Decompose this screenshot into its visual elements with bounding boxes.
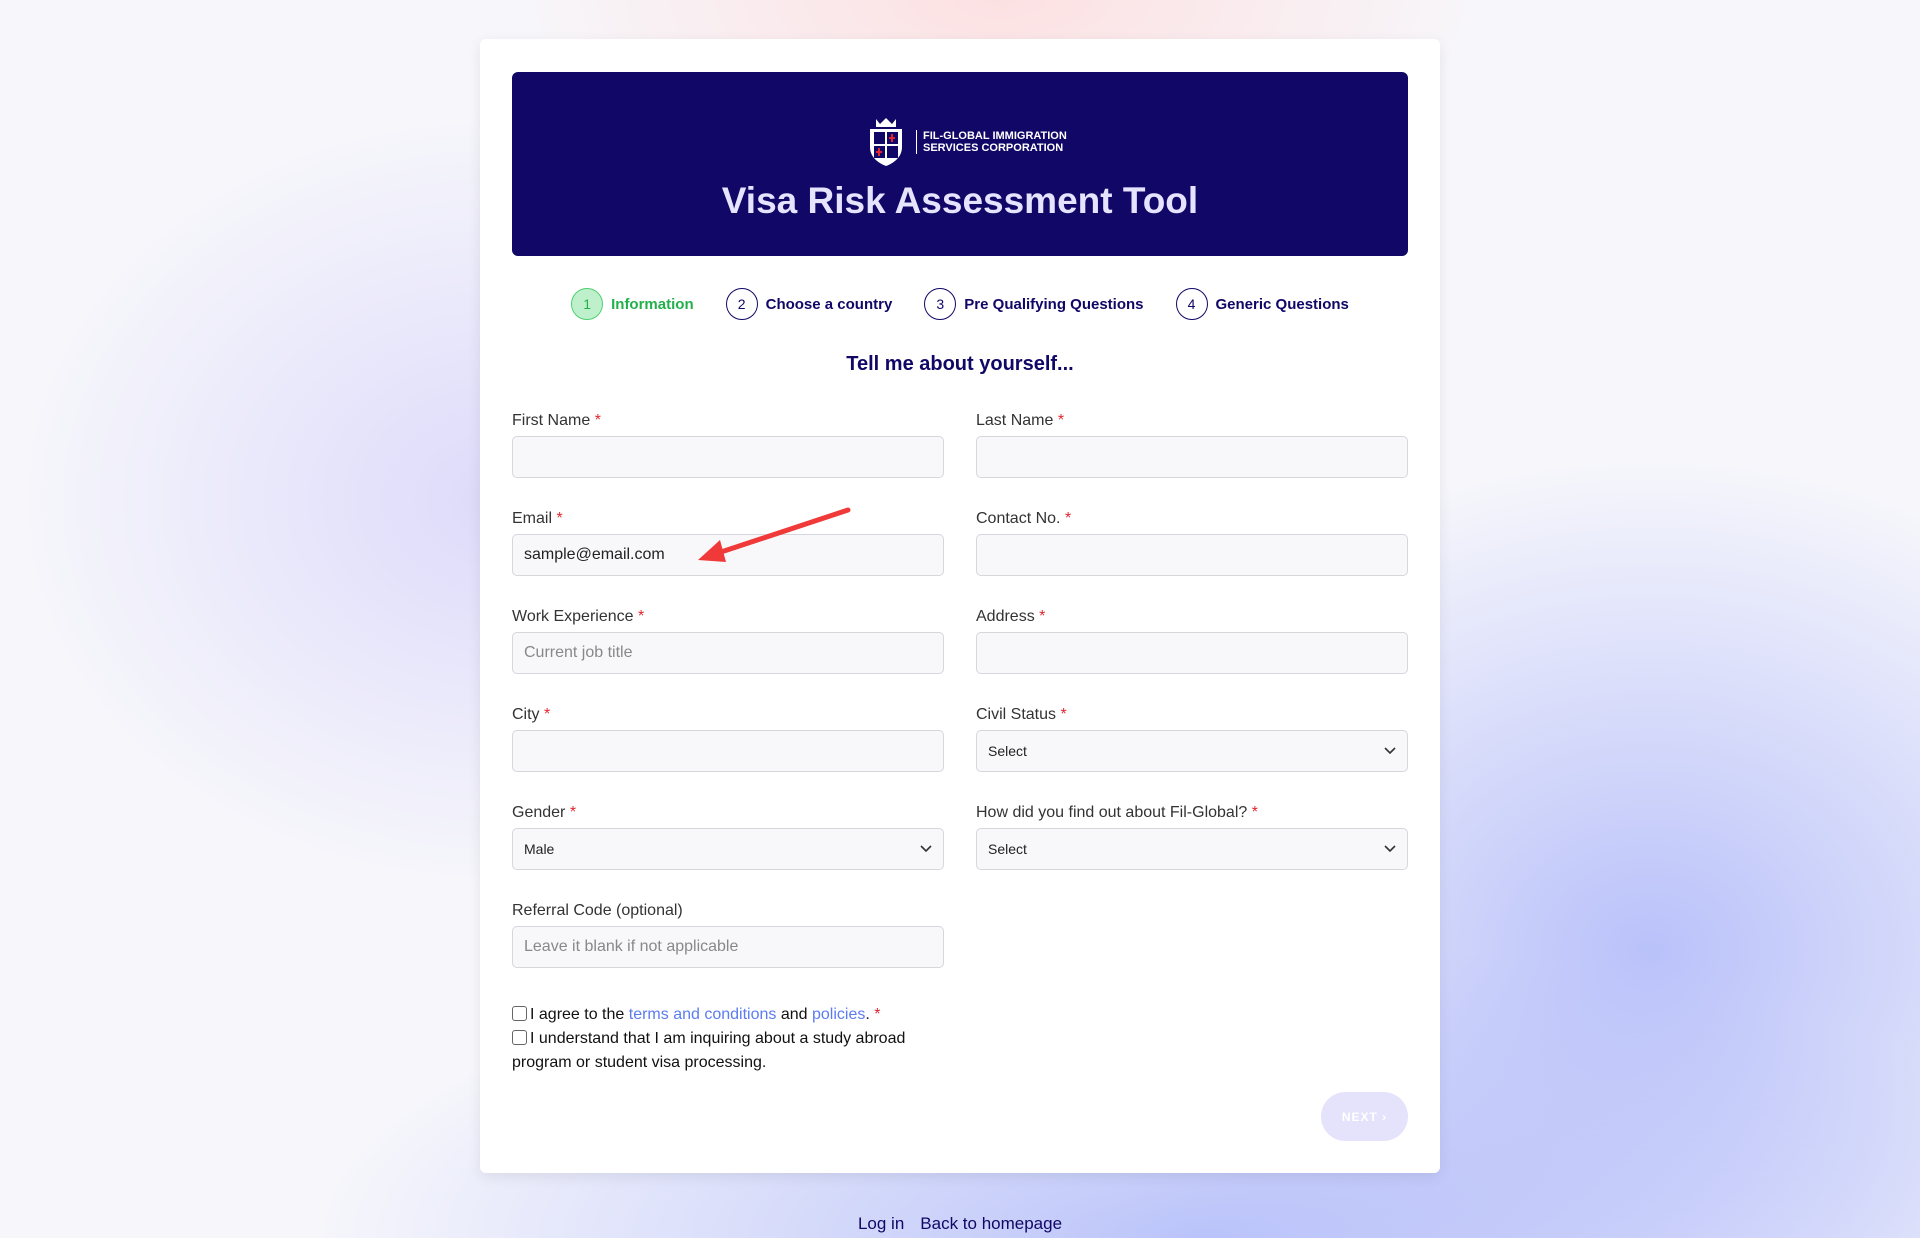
consent-text: . xyxy=(865,1006,870,1023)
step-label: Choose a country xyxy=(765,295,893,313)
chevron-down-icon xyxy=(1384,845,1396,853)
contact-group: Contact No. * xyxy=(976,510,1408,576)
required-mark: * xyxy=(1251,804,1258,821)
next-button[interactable]: NEXT › xyxy=(1321,1092,1408,1141)
source-select[interactable]: Select xyxy=(976,828,1408,870)
required-mark: * xyxy=(637,608,645,625)
step-label: Pre Qualifying Questions xyxy=(964,295,1144,313)
last-name-group: Last Name * xyxy=(976,412,1408,478)
last-name-input[interactable] xyxy=(976,436,1408,478)
select-value: Male xyxy=(524,841,555,857)
stepper: 1 Information 2 Choose a country 3 Pre Qual… xyxy=(480,288,1440,320)
required-mark: * xyxy=(1060,706,1067,723)
chevron-down-icon xyxy=(1384,747,1396,755)
required-mark: * xyxy=(874,1006,881,1023)
crest-icon xyxy=(870,118,902,166)
field-label: Contact No. xyxy=(976,510,1061,527)
header-banner: FIL-GLOBAL IMMIGRATION SERVICES CORPORATI… xyxy=(512,72,1408,256)
referral-code-input[interactable]: Leave it blank if not applicable xyxy=(512,926,944,968)
study-text: I understand that I am inquiring about a… xyxy=(512,1030,906,1071)
required-mark: * xyxy=(1057,412,1065,429)
chevron-down-icon xyxy=(920,845,932,853)
back-home-link[interactable]: Back to homepage xyxy=(920,1214,1063,1233)
city-group: City * xyxy=(512,706,944,772)
study-checkbox[interactable] xyxy=(512,1030,527,1045)
logo-text: FIL-GLOBAL IMMIGRATION xyxy=(923,130,1067,142)
work-group: Work Experience * Current job title xyxy=(512,608,944,674)
email-input[interactable]: sample@email.com xyxy=(512,534,944,576)
civil-group: Civil Status * Select xyxy=(976,706,1408,772)
footer-links: Log in Back to homepage xyxy=(0,1214,1920,1234)
referral-group: Referral Code (optional) Leave it blank i… xyxy=(512,902,944,968)
gender-select[interactable]: Male xyxy=(512,828,944,870)
field-label: Civil Status xyxy=(976,706,1057,723)
first-name-group: First Name * xyxy=(512,412,944,478)
step-pre-qualifying[interactable]: 3 Pre Qualifying Questions xyxy=(924,288,1144,320)
annotation-arrow-icon xyxy=(698,507,851,562)
field-label: How did you find out about Fil-Global? xyxy=(976,804,1248,821)
field-label: City xyxy=(512,706,540,723)
step-label: Information xyxy=(611,295,694,313)
address-group: Address * xyxy=(976,608,1408,674)
field-label: Email xyxy=(512,510,553,527)
required-mark: * xyxy=(1039,608,1046,625)
logo-text: SERVICES CORPORATION xyxy=(923,142,1064,154)
company-logo: FIL-GLOBAL IMMIGRATION SERVICES CORPORATI… xyxy=(862,117,1067,167)
required-mark: * xyxy=(556,510,563,527)
field-label: Referral Code (optional) xyxy=(512,902,683,919)
select-value: Select xyxy=(988,841,1027,857)
step-information[interactable]: 1 Information xyxy=(571,288,694,320)
consent-checks: I agree to the terms and conditions and … xyxy=(512,1003,932,1075)
step-number: 2 xyxy=(725,288,758,320)
terms-checkbox[interactable] xyxy=(512,1006,527,1021)
field-label: Work Experience xyxy=(512,608,634,625)
terms-link[interactable]: terms and conditions xyxy=(628,1006,777,1023)
login-link[interactable]: Log in xyxy=(857,1214,905,1233)
email-group: Email * sample@email.com xyxy=(512,510,944,576)
field-label: First Name xyxy=(512,412,591,429)
step-choose-country[interactable]: 2 Choose a country xyxy=(725,288,893,320)
city-input[interactable] xyxy=(512,730,944,772)
select-value: Select xyxy=(988,743,1027,759)
consent-text: and xyxy=(780,1006,808,1023)
civil-status-select[interactable]: Select xyxy=(976,730,1408,772)
gender-group: Gender * Male xyxy=(512,804,944,870)
required-mark: * xyxy=(569,804,577,821)
step-number: 4 xyxy=(1175,288,1208,320)
field-label: Last Name xyxy=(976,412,1054,429)
consent-text: I agree to the xyxy=(530,1006,625,1023)
source-group: How did you find out about Fil-Global? *… xyxy=(976,804,1408,870)
policies-link[interactable]: policies xyxy=(812,1006,866,1023)
field-label: Gender xyxy=(512,804,566,821)
required-mark: * xyxy=(544,706,551,723)
work-experience-input[interactable]: Current job title xyxy=(512,632,944,674)
step-number: 1 xyxy=(571,288,604,320)
first-name-input[interactable] xyxy=(512,436,944,478)
page-title: Visa Risk Assessment Tool xyxy=(721,180,1199,221)
contact-input[interactable] xyxy=(976,534,1408,576)
step-label: Generic Questions xyxy=(1215,295,1349,313)
address-input[interactable] xyxy=(976,632,1408,674)
section-heading: Tell me about yourself... xyxy=(846,353,1074,375)
step-number: 3 xyxy=(924,288,957,320)
required-mark: * xyxy=(1064,510,1072,527)
step-generic[interactable]: 4 Generic Questions xyxy=(1175,288,1349,320)
field-label: Address xyxy=(976,608,1035,625)
form-card: FIL-GLOBAL IMMIGRATION SERVICES CORPORATI… xyxy=(480,39,1440,1173)
required-mark: * xyxy=(594,412,601,429)
